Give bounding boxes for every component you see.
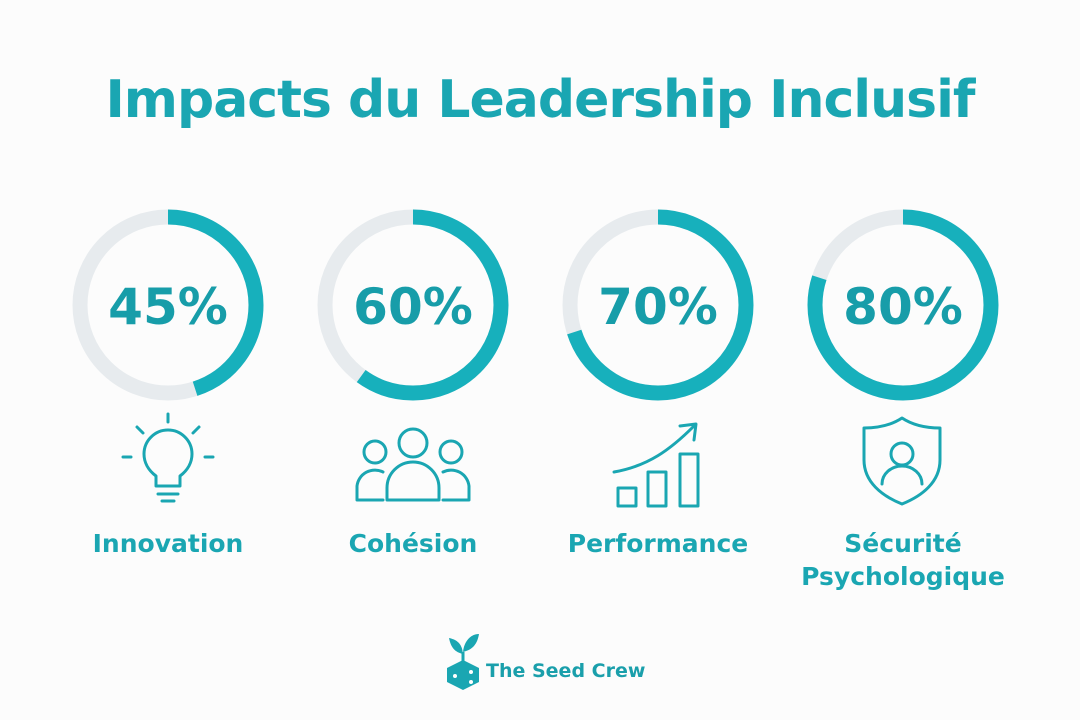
gauge: 60% — [317, 209, 509, 401]
gauge: 70% — [562, 209, 754, 401]
chart-title: Impacts du Leadership Inclusif — [105, 70, 975, 130]
value-label: 45% — [108, 278, 228, 336]
icon-growth — [612, 422, 700, 508]
brand: The Seed Crew — [486, 660, 646, 682]
category-label: Cohésion — [348, 529, 478, 558]
gauge: 80% — [807, 209, 999, 401]
icon-shield — [862, 416, 942, 506]
category-label: Sécurité Psychologique — [801, 529, 1005, 591]
gauge-arc — [317, 209, 509, 401]
gauge-arc — [72, 209, 264, 401]
category-label: Innovation — [92, 529, 244, 558]
icon-bulb — [121, 412, 215, 503]
logo — [447, 634, 479, 690]
value-label: 60% — [353, 278, 473, 336]
gauge: 45% — [72, 209, 264, 401]
icon-people — [355, 427, 471, 502]
value-label: 80% — [843, 278, 963, 336]
category-label: Performance — [567, 529, 749, 558]
gauge-arc — [562, 209, 754, 401]
gauge-arc — [807, 209, 999, 401]
value-label: 70% — [598, 278, 718, 336]
